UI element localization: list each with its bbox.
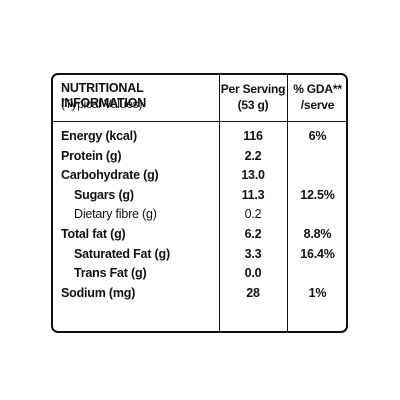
table-row: Sodium (mg) 28 1% (53, 284, 346, 304)
nutrition-table: NUTRITIONAL INFORMATION (Typical Values)… (51, 73, 348, 333)
serving-value: 28 (246, 285, 260, 300)
table-row: Total fat (g) 6.2 8.8% (53, 225, 346, 245)
gda-header-line2: /serve (300, 98, 335, 112)
gda-header-line1: % GDA** (293, 82, 342, 96)
column-divider (219, 75, 220, 331)
serving-value: 3.3 (244, 246, 262, 261)
serving-value: 6.2 (244, 226, 262, 241)
table-row: Sugars (g) 11.3 12.5% (53, 186, 346, 206)
nutrient-label: Sodium (mg) (61, 285, 136, 300)
table-row: Energy (kcal) 116 6% (53, 127, 346, 147)
table-row: Dietary fibre (g) 0.2 (53, 205, 346, 225)
table-row: Protein (g) 2.2 (53, 147, 346, 167)
serving-value: 11.3 (241, 187, 265, 202)
per-serving-header-line1: Per Serving (220, 82, 286, 96)
serving-value: 13.0 (241, 168, 265, 183)
serving-value: 116 (243, 129, 263, 143)
table-row: Trans Fat (g) 0.0 (53, 264, 346, 284)
per-serving-header: Per Serving (53 g) (219, 81, 287, 113)
table-subtitle: (Typical Values) (61, 97, 143, 111)
nutrient-label: Energy (kcal) (61, 129, 137, 143)
table-row: Carbohydrate (g) 13.0 (53, 166, 346, 186)
nutrient-label: Protein (g) (61, 148, 122, 163)
gda-value: 16.4% (300, 246, 335, 261)
nutrient-label: Carbohydrate (g) (61, 168, 159, 183)
nutrient-label: Total fat (g) (61, 226, 126, 241)
gda-value: 6% (308, 129, 327, 143)
per-serving-header-line2: (53 g) (237, 98, 269, 112)
nutrient-label: Dietary fibre (g) (74, 207, 157, 222)
serving-value: 0.2 (244, 207, 262, 222)
header-divider (53, 121, 346, 122)
column-divider (287, 75, 288, 331)
gda-value: 12.5% (300, 187, 335, 202)
serving-value: 2.2 (244, 148, 262, 163)
nutrient-label: Saturated Fat (g) (74, 246, 170, 261)
table-row: Saturated Fat (g) 3.3 16.4% (53, 245, 346, 265)
nutrient-label: Sugars (g) (74, 187, 134, 202)
table-title: NUTRITIONAL INFORMATION (61, 81, 147, 110)
gda-header: % GDA** /serve (287, 81, 346, 113)
nutrient-rows: Energy (kcal) 116 6% Protein (g) 2.2 Car… (53, 127, 346, 303)
gda-value: 8.8% (303, 226, 332, 241)
nutrient-label: Trans Fat (g) (74, 266, 147, 281)
serving-value: 0.0 (244, 266, 262, 281)
gda-value: 1% (308, 285, 327, 300)
